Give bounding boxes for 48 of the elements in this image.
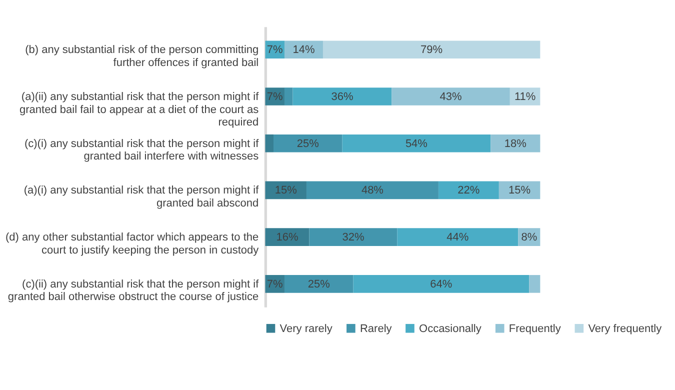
data-label: 18%: [504, 138, 527, 150]
bar: [392, 88, 510, 106]
bar: [273, 134, 342, 152]
bar: [438, 181, 499, 200]
legend-label: Frequently: [508, 322, 562, 335]
data-label: 25%: [308, 278, 330, 290]
legend-label: Very rarely: [280, 322, 333, 335]
bar: [342, 134, 491, 152]
data-label: 44%: [446, 232, 469, 244]
data-label: 8%: [521, 232, 538, 244]
data-label: 7%: [266, 44, 284, 56]
legend-label: Rarely: [360, 322, 392, 335]
y-tick-label: (a)(i) any substantial risk that the person might if granted bail abscond: [24, 184, 260, 210]
bar: [284, 275, 354, 293]
bar: [322, 40, 540, 59]
data-label: 25%: [296, 138, 320, 150]
legend-label: Very frequently: [588, 322, 662, 335]
data-label: 79%: [420, 44, 443, 56]
data-label: 36%: [331, 91, 354, 104]
bar: [309, 228, 398, 246]
data-label: 43%: [440, 91, 462, 104]
legend-label: Occasionally: [419, 322, 482, 335]
y-tick-label: (a)(ii) any substantial risk that the person might if granted bail fail to appear at a diet of the court as required: [20, 91, 260, 129]
data-label: 54%: [405, 138, 428, 150]
y-tick-label: (c)(i) any substantial risk that the person might if granted bail interfere with witnesses: [24, 138, 260, 163]
bar: [292, 88, 392, 106]
bar: [265, 134, 274, 152]
bar: [397, 228, 518, 246]
data-label: 7%: [266, 91, 284, 104]
bar: [490, 134, 540, 152]
data-label: 48%: [361, 184, 384, 197]
data-label: 16%: [276, 232, 298, 244]
bar: [306, 181, 438, 200]
data-label: 64%: [430, 278, 452, 290]
bar: [284, 88, 293, 106]
data-label: 7%: [266, 278, 284, 290]
y-tick-label: (b) any substantial risk of the person committing further offences if granted bail: [25, 44, 259, 69]
data-label: 14%: [292, 44, 315, 56]
data-label: 22%: [458, 184, 480, 197]
data-label: 11%: [514, 91, 536, 104]
data-label: 32%: [342, 232, 364, 244]
bar: [353, 275, 530, 293]
data-label: 15%: [508, 184, 531, 197]
y-tick-label: (c)(ii) any substantial risk that the person might if granted bail otherwise obstruct the course of justice: [8, 278, 260, 304]
bar: [529, 275, 540, 293]
data-label: 15%: [274, 184, 298, 197]
y-tick-label: (d) any other substantial factor which appears to the court to justify keeping the person in custody: [5, 232, 260, 256]
bar: [265, 228, 310, 246]
